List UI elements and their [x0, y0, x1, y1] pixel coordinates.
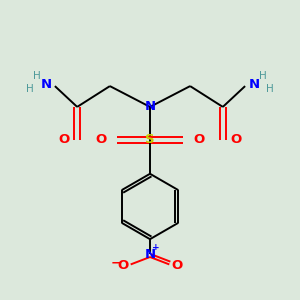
Text: O: O — [118, 260, 129, 272]
Text: N: N — [144, 248, 156, 260]
Text: H: H — [26, 84, 34, 94]
Text: O: O — [171, 260, 182, 272]
Text: N: N — [144, 100, 156, 113]
Text: O: O — [231, 133, 242, 146]
Text: O: O — [58, 133, 69, 146]
Text: H: H — [266, 84, 274, 94]
Text: N: N — [248, 78, 260, 91]
Text: +: + — [152, 243, 160, 252]
Text: H: H — [33, 71, 41, 81]
Text: S: S — [145, 133, 155, 146]
Text: O: O — [95, 133, 106, 146]
Text: −: − — [110, 256, 122, 269]
Text: O: O — [194, 133, 205, 146]
Text: H: H — [259, 71, 267, 81]
Text: N: N — [40, 78, 52, 91]
